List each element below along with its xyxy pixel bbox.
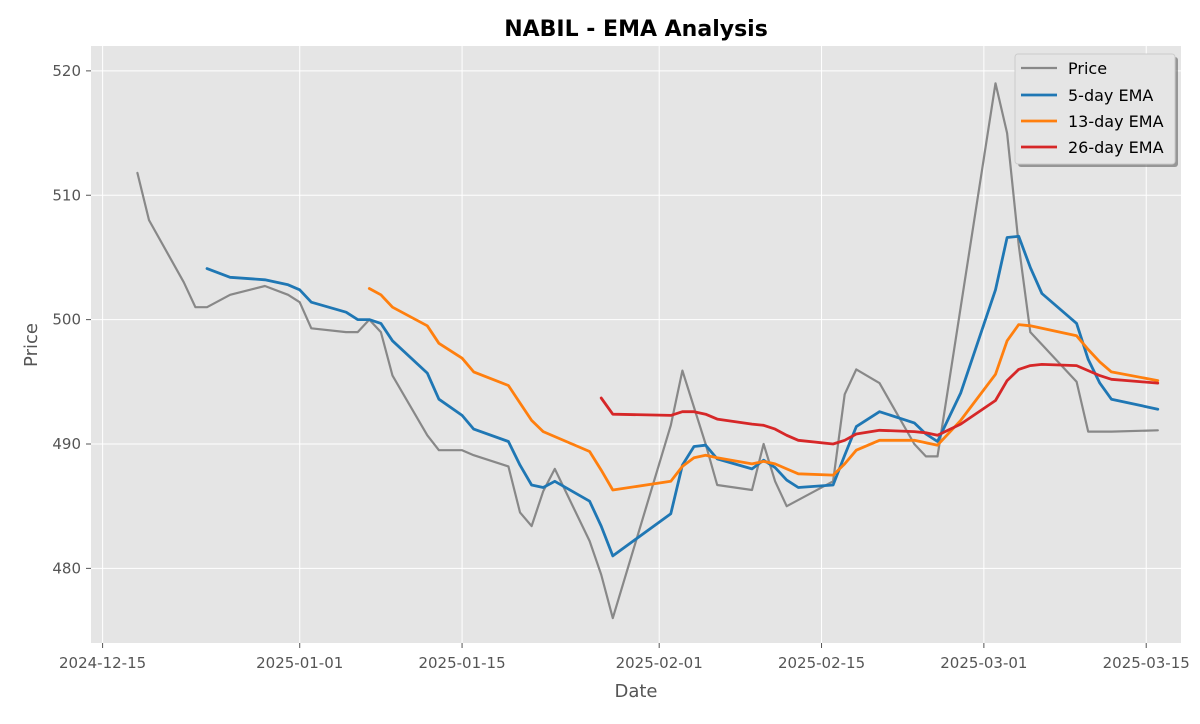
series-lines [136,82,1160,620]
legend-label-13-day-ema: 13-day EMA [1068,112,1164,131]
grid-lines [91,46,1181,643]
chart-title: NABIL - EMA Analysis [504,17,768,42]
legend-box [1014,53,1176,165]
x-tick-label: 2025-03-15 [1103,654,1190,672]
x-tick-label: 2025-02-15 [778,654,865,672]
x-axis-label: Date [614,681,657,702]
legend-label-5-day-ema: 5-day EMA [1068,86,1153,105]
axis-ticks: 480 490 500 510 520 2024-12-15 2025-01-01 2025-… [52,62,1189,672]
y-tick-label: 520 [52,62,81,80]
legend-label-price: Price [1068,59,1107,78]
y-tick-label: 490 [52,435,81,453]
series-line-5-day-ema [205,234,1160,558]
y-axis-label: Price [21,323,42,367]
legend: Price 5-day EMA 13-day EMA 26-day EMA [1014,53,1178,167]
y-tick-label: 480 [52,559,81,577]
x-tick-label: 2025-03-01 [940,654,1027,672]
x-tick-label: 2025-02-01 [616,654,703,672]
x-tick-label: 2024-12-15 [59,654,146,672]
legend-label-26-day-ema: 26-day EMA [1068,138,1164,157]
y-tick-label: 500 [52,311,81,329]
series-line-26-day-ema [599,362,1160,446]
x-tick-label: 2025-01-15 [418,654,505,672]
y-tick-label: 510 [52,186,81,204]
series-line-13-day-ema [367,287,1160,492]
x-tick-label: 2025-01-01 [256,654,343,672]
series-line-price [136,82,1159,620]
